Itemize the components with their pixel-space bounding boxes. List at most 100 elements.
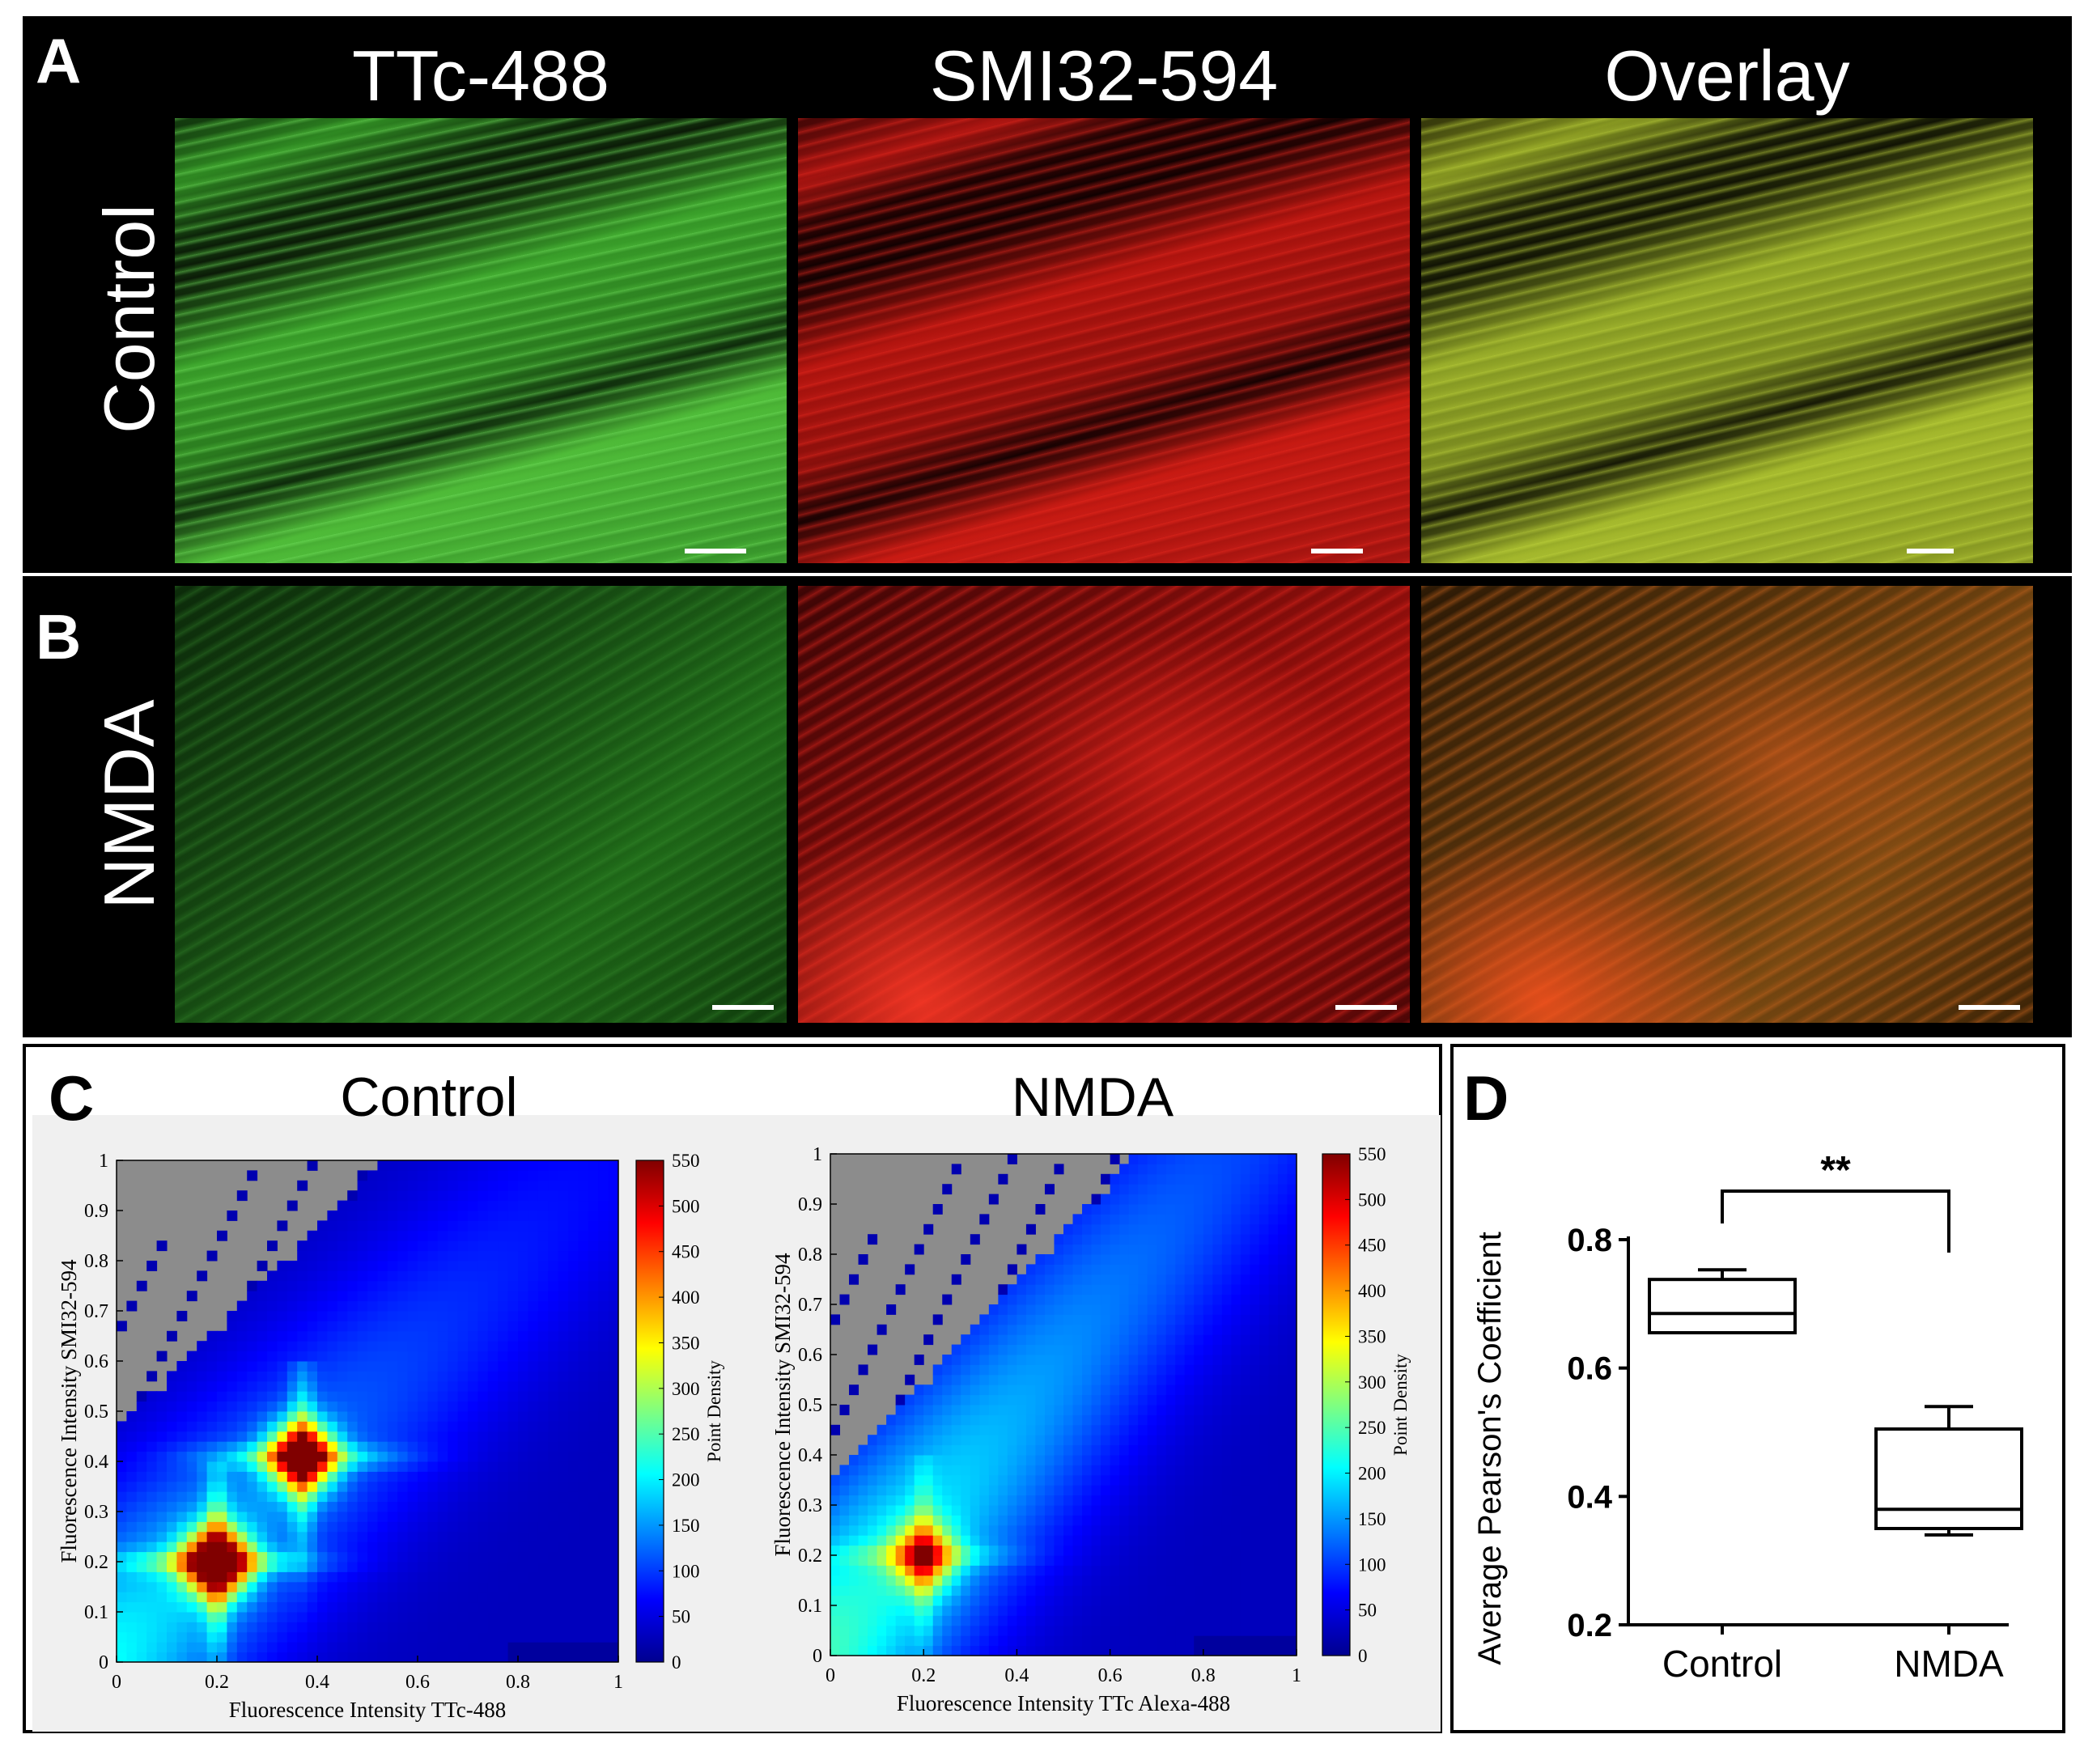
heatmap-cell <box>895 1545 906 1556</box>
heatmap-cell <box>176 1361 188 1372</box>
heatmap-cell <box>156 1612 168 1622</box>
heatmap-cell <box>979 1444 990 1456</box>
heatmap-cell <box>1044 1635 1055 1647</box>
heatmap-cell <box>568 1380 579 1392</box>
heatmap-cell <box>487 1612 499 1622</box>
heatmap-cell <box>197 1551 208 1563</box>
heatmap-cell <box>598 1512 609 1522</box>
heatmap-cell <box>1212 1204 1223 1215</box>
heatmap-cell <box>588 1170 599 1181</box>
heatmap-cell <box>905 1524 915 1536</box>
heatmap-cell <box>905 1615 915 1626</box>
heatmap-cell <box>477 1180 489 1191</box>
heatmap-cell <box>1250 1334 1260 1346</box>
heatmap-cell <box>578 1501 589 1512</box>
heatmap-cell <box>876 1505 887 1516</box>
heatmap-cell <box>1268 1535 1279 1546</box>
heatmap-cell <box>1194 1284 1204 1295</box>
heatmap-cell <box>507 1170 519 1181</box>
heatmap-cell <box>876 1625 887 1636</box>
heatmap-cell <box>427 1280 439 1291</box>
heatmap-cell <box>457 1642 469 1653</box>
heatmap-cell <box>357 1371 368 1382</box>
colorbar-tick-label: 350 <box>672 1333 700 1353</box>
heatmap-cell <box>327 1341 338 1352</box>
heatmap-cell <box>217 1512 227 1522</box>
heatmap-cell <box>1194 1414 1204 1426</box>
heatmap-cell <box>357 1321 368 1332</box>
heatmap-cell <box>347 1501 359 1512</box>
heatmap-cell <box>407 1631 418 1643</box>
colorbar-tick-label: 100 <box>672 1561 700 1581</box>
heatmap-cell <box>1203 1595 1213 1606</box>
heatmap-cell <box>468 1200 478 1211</box>
heatmap-cell <box>126 1431 138 1442</box>
heatmap-cell <box>367 1351 378 1362</box>
heatmap-cell <box>156 1512 168 1522</box>
heatmap-cell <box>1025 1625 1036 1636</box>
heatmap-cell <box>1250 1605 1260 1616</box>
heatmap-cell <box>1035 1555 1046 1566</box>
heatmap-cell <box>1017 1364 1027 1376</box>
heatmap-cell <box>507 1220 519 1232</box>
heatmap-cell <box>507 1211 519 1221</box>
heatmap-cell <box>457 1421 469 1432</box>
heatmap-cell <box>367 1562 378 1572</box>
heatmap-cell <box>1258 1555 1269 1566</box>
heatmap-cell <box>1203 1314 1213 1325</box>
heatmap-cell <box>387 1300 398 1312</box>
heatmap-cell <box>327 1291 338 1302</box>
heatmap-cell <box>1119 1324 1130 1335</box>
heatmap-cell <box>397 1411 409 1422</box>
heatmap-cell <box>568 1592 579 1603</box>
heatmap-cell <box>942 1595 953 1606</box>
heatmap-cell <box>1128 1334 1139 1346</box>
heatmap-cell <box>407 1501 418 1512</box>
heatmap-cell <box>858 1555 868 1566</box>
heatmap-cell <box>347 1431 359 1442</box>
heatmap-cell <box>839 1615 850 1626</box>
heatmap-cell <box>437 1291 448 1302</box>
heatmap-cell <box>367 1501 378 1512</box>
heatmap-cell <box>979 1585 990 1597</box>
heatmap-cell <box>528 1461 539 1472</box>
heatmap-cell <box>307 1571 318 1583</box>
heatmap-cell <box>197 1612 208 1622</box>
heatmap-cell <box>418 1300 428 1312</box>
heatmap-cell <box>1138 1355 1148 1365</box>
heatmap-cell <box>886 1485 897 1496</box>
heatmap-cell <box>1157 1223 1167 1235</box>
heatmap-cell <box>286 1431 298 1442</box>
heatmap-cell <box>1101 1204 1111 1215</box>
heatmap-cell <box>347 1512 359 1522</box>
heatmap-cell <box>923 1474 934 1486</box>
heatmap-cell <box>588 1601 599 1613</box>
heatmap-cell <box>979 1424 990 1435</box>
heatmap-cell <box>377 1371 388 1382</box>
heatmap-cell <box>437 1190 448 1202</box>
heatmap-cell <box>367 1311 378 1321</box>
heatmap-cell <box>1101 1324 1111 1335</box>
heatmap-cell <box>1110 1344 1120 1355</box>
y-tick-label: 0.9 <box>798 1194 822 1215</box>
heatmap-cell <box>286 1341 298 1352</box>
heatmap-cell <box>1007 1565 1017 1576</box>
heatmap-cell <box>277 1601 288 1613</box>
heatmap-cell <box>998 1635 1008 1647</box>
heatmap-cell <box>1231 1405 1241 1415</box>
heatmap-cell <box>849 1455 859 1465</box>
heatmap-cell <box>988 1414 999 1426</box>
heatmap-cell <box>1231 1424 1241 1435</box>
heatmap-cell <box>1203 1615 1213 1626</box>
heatmap-cell <box>507 1551 519 1563</box>
heatmap-cell <box>558 1311 569 1321</box>
heatmap-cell <box>932 1565 943 1576</box>
heatmap-cell <box>337 1200 348 1211</box>
heatmap-cell <box>1268 1264 1279 1275</box>
heatmap-cell <box>176 1311 188 1321</box>
heatmap-cell <box>307 1291 318 1302</box>
heatmap-cell <box>858 1565 868 1576</box>
heatmap-cell <box>914 1435 924 1446</box>
heatmap-cell <box>1157 1615 1167 1626</box>
x-tick-label: 0.6 <box>1098 1665 1123 1686</box>
